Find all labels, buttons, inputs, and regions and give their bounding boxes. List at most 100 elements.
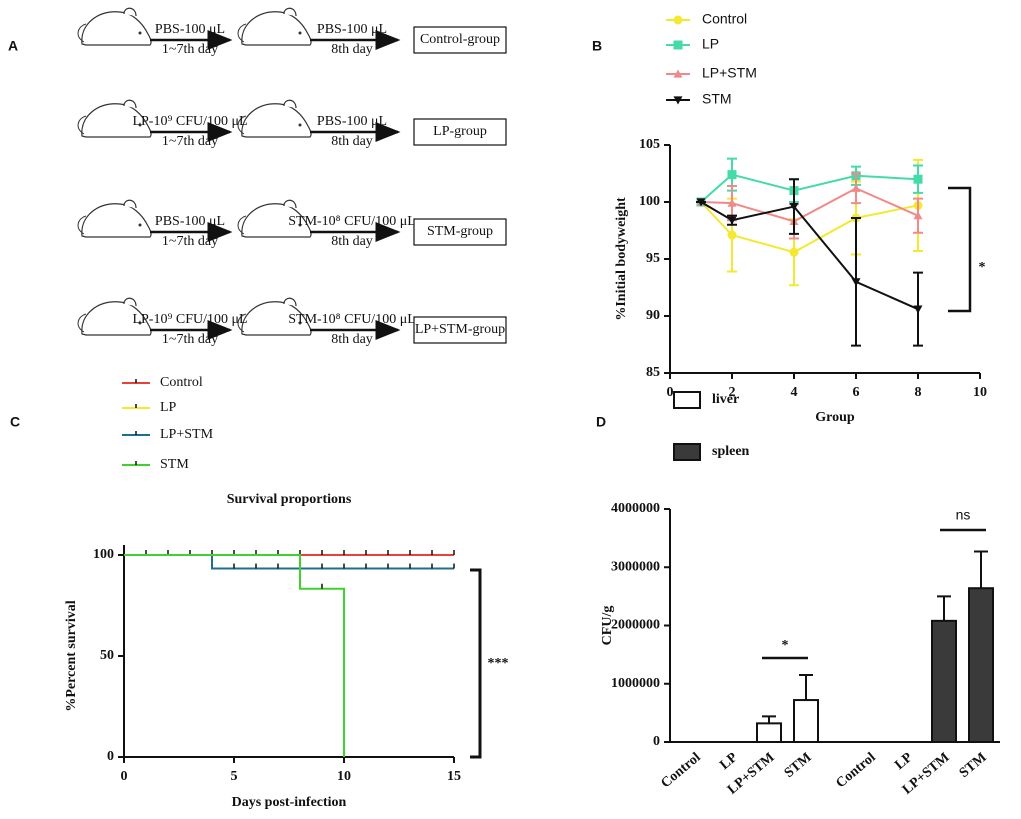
y-tick-label: 2000000 [611, 618, 660, 633]
mouse-body [81, 301, 152, 336]
legend-label: LP [702, 36, 719, 52]
legend-label: spleen [712, 444, 750, 459]
survival-line [124, 554, 345, 757]
group-label: Control-group [420, 32, 500, 47]
days-label: 1~7th day [162, 332, 218, 347]
error-bar [799, 674, 813, 701]
mouse-ear [123, 297, 137, 307]
x-tick-label: 0 [667, 385, 674, 400]
group-label: LP+STM-group [415, 322, 505, 337]
series-line [700, 201, 919, 254]
legend-marker [673, 96, 683, 105]
x-tick-label: STM [782, 750, 815, 781]
y-axis-label: %Percent survival [64, 600, 79, 711]
group-box [413, 26, 507, 54]
x-tick-label: Control [833, 750, 878, 791]
legend-label: LP+STM [702, 65, 757, 81]
panel-label: D [596, 414, 606, 430]
mouse-body [241, 203, 312, 238]
point [913, 211, 923, 220]
point [851, 278, 861, 287]
legend-swatch [673, 391, 701, 409]
bar [931, 619, 957, 744]
point [696, 198, 706, 207]
legend-label: Control [702, 11, 747, 27]
y-tick-label: 4000000 [611, 501, 660, 516]
x-tick-label: 15 [447, 769, 461, 784]
x-tick-label: 10 [337, 769, 351, 784]
point [789, 202, 799, 212]
mouse-tail [237, 23, 247, 43]
mouse-icon [237, 199, 312, 238]
mouse-icon [237, 297, 312, 336]
mouse-ear [123, 199, 137, 209]
y-axis-label: %Initial bodyweight [614, 197, 629, 321]
mouse-icon [77, 297, 152, 336]
dose-label: PBS-100 μL [317, 22, 387, 37]
y-tick-label: 100 [93, 547, 114, 562]
mouse-ear [123, 7, 137, 17]
mouse-tail [237, 115, 247, 135]
bar [793, 699, 819, 743]
error-bar [762, 715, 776, 724]
mouse-icon [237, 99, 312, 138]
legend-label: Control [160, 375, 203, 390]
mouse-tail [77, 215, 87, 235]
days-label: 8th day [331, 134, 373, 149]
days-label: 8th day [331, 234, 373, 249]
point [727, 170, 737, 180]
days-label: 8th day [331, 332, 373, 347]
mouse-eye [138, 123, 142, 127]
legend-label: STM [160, 457, 189, 472]
mouse-body [241, 103, 312, 138]
x-tick-label: LP [717, 750, 741, 773]
panel-label: A [8, 38, 18, 54]
mouse-body [241, 11, 312, 46]
annotation: ns [956, 507, 971, 523]
days-label: 1~7th day [162, 42, 218, 57]
y-tick-label: 0 [107, 749, 114, 764]
mouse-icon [77, 199, 152, 238]
significance-bracket [470, 568, 482, 759]
y-axis-label: CFU/g [600, 606, 615, 646]
point [789, 247, 799, 257]
y-tick-label: 85 [646, 365, 660, 380]
legend-label: liver [712, 392, 739, 407]
y-tick-label: 105 [639, 137, 660, 152]
y-tick-label: 0 [653, 734, 660, 749]
mouse-ear [283, 199, 297, 209]
x-tick-label: 8 [915, 385, 922, 400]
legend-label: LP [160, 400, 177, 415]
group-label: STM-group [427, 224, 493, 239]
mouse-body [81, 203, 152, 238]
dose-label: LP-10⁹ CFU/100 μL [132, 114, 247, 129]
dose-label: PBS-100 μL [317, 114, 387, 129]
point [913, 305, 923, 314]
dose-label: PBS-100 μL [155, 214, 225, 229]
x-tick-label: 6 [853, 385, 860, 400]
x-tick-label: 4 [791, 385, 798, 400]
legend-marker [673, 40, 683, 50]
point [727, 198, 737, 207]
mouse-tail [77, 313, 87, 333]
chart-title: Survival proportions [227, 492, 352, 507]
legend-marker [673, 15, 683, 25]
y-tick-label: 1000000 [611, 676, 660, 691]
legend-marker [673, 69, 683, 78]
mouse-eye [298, 123, 302, 127]
x-tick-label: 0 [121, 769, 128, 784]
mouse-icon [237, 7, 312, 46]
mouse-tail [77, 115, 87, 135]
mouse-body [81, 103, 152, 138]
x-tick-label: 5 [231, 769, 238, 784]
x-tick-label: LP [892, 750, 916, 773]
mouse-ear [123, 99, 137, 109]
point [851, 183, 861, 192]
mouse-ear [283, 99, 297, 109]
legend-label: STM [702, 91, 732, 107]
group-box [413, 118, 507, 146]
mouse-tail [237, 215, 247, 235]
mouse-tail [237, 313, 247, 333]
x-axis-label: Days post-infection [232, 795, 347, 810]
error-bar [937, 595, 951, 621]
